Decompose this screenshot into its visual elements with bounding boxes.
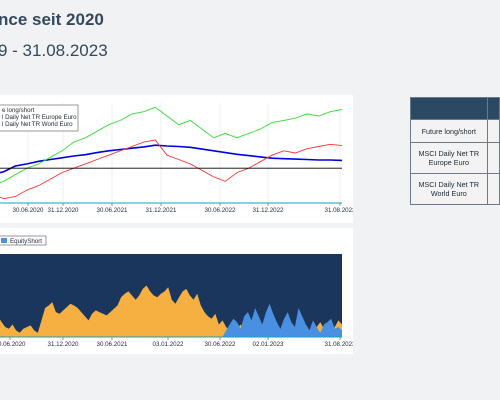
legend-entry: l Daily Net TR World Euro	[2, 121, 73, 128]
series-line	[0, 144, 343, 174]
x-tick-label: 30.06.2020	[13, 207, 45, 214]
table-row: Future long/short	[410, 119, 500, 143]
x-tick-label: 30.06.2022	[205, 341, 237, 348]
exposure-chart-card: 30.06.2020 31.12.2020 30.06.2021 03.01.2022…	[0, 228, 353, 354]
x-tick-label: 30.06.2021	[97, 207, 129, 214]
x-tick-label: 31.12.2022	[253, 207, 285, 214]
legend-swatch	[1, 238, 7, 243]
x-tick-label: 30.06.2021	[97, 341, 129, 348]
comparison-table: Future long/short MSCI Daily Net TR Euro…	[410, 97, 500, 205]
table-header-cell	[410, 97, 488, 120]
table-row: MSCI Daily Net TR World Euro	[410, 173, 500, 205]
x-tick-label: 03.01.2022	[153, 341, 185, 348]
series-line	[0, 139, 343, 200]
performance-chart-card: 30.06.2020 31.12.2020 30.06.2021 31.12.2021…	[0, 95, 353, 223]
table-header-row	[410, 97, 500, 120]
row-value	[486, 142, 500, 174]
x-tick-label: 30.06.2022	[205, 207, 237, 214]
row-label: MSCI Daily Net TR Europe Euro	[410, 142, 488, 174]
series-line	[0, 106, 343, 184]
legend-entry: l Daily Net TR Europe Euro	[2, 114, 77, 121]
exposure-area-chart: 30.06.2020 31.12.2020 30.06.2021 03.01.2022…	[0, 235, 353, 348]
area-series	[0, 303, 342, 337]
row-value	[486, 173, 500, 205]
row-label: Future long/short	[410, 119, 488, 143]
legend-entry: e long/short	[2, 107, 35, 114]
table-row: MSCI Daily Net TR Europe Euro	[410, 142, 500, 174]
x-tick-label: 31.08.2023	[325, 207, 353, 214]
legend-box	[0, 104, 79, 132]
page-title: nce seit 2020	[0, 10, 104, 29]
legend-entry: EquityShort	[10, 238, 42, 245]
x-tick-label: 02.01.2023	[253, 341, 285, 348]
row-value	[486, 119, 500, 143]
row-label: MSCI Daily Net TR World Euro	[410, 173, 488, 205]
x-tick-label: 31.12.2020	[48, 341, 80, 348]
page-subtitle: 9 - 31.08.2023	[0, 41, 108, 60]
performance-line-chart: 30.06.2020 31.12.2020 30.06.2021 31.12.2021…	[0, 103, 353, 214]
x-tick-label: 31.12.2020	[48, 207, 80, 214]
legend-box	[0, 235, 47, 246]
table-header-cell	[486, 97, 500, 120]
x-tick-label: 30.06.2020	[0, 341, 26, 348]
x-tick-label: 31.12.2021	[146, 207, 178, 214]
x-tick-label: 31.08.2023	[325, 341, 353, 348]
area-series	[0, 285, 342, 337]
